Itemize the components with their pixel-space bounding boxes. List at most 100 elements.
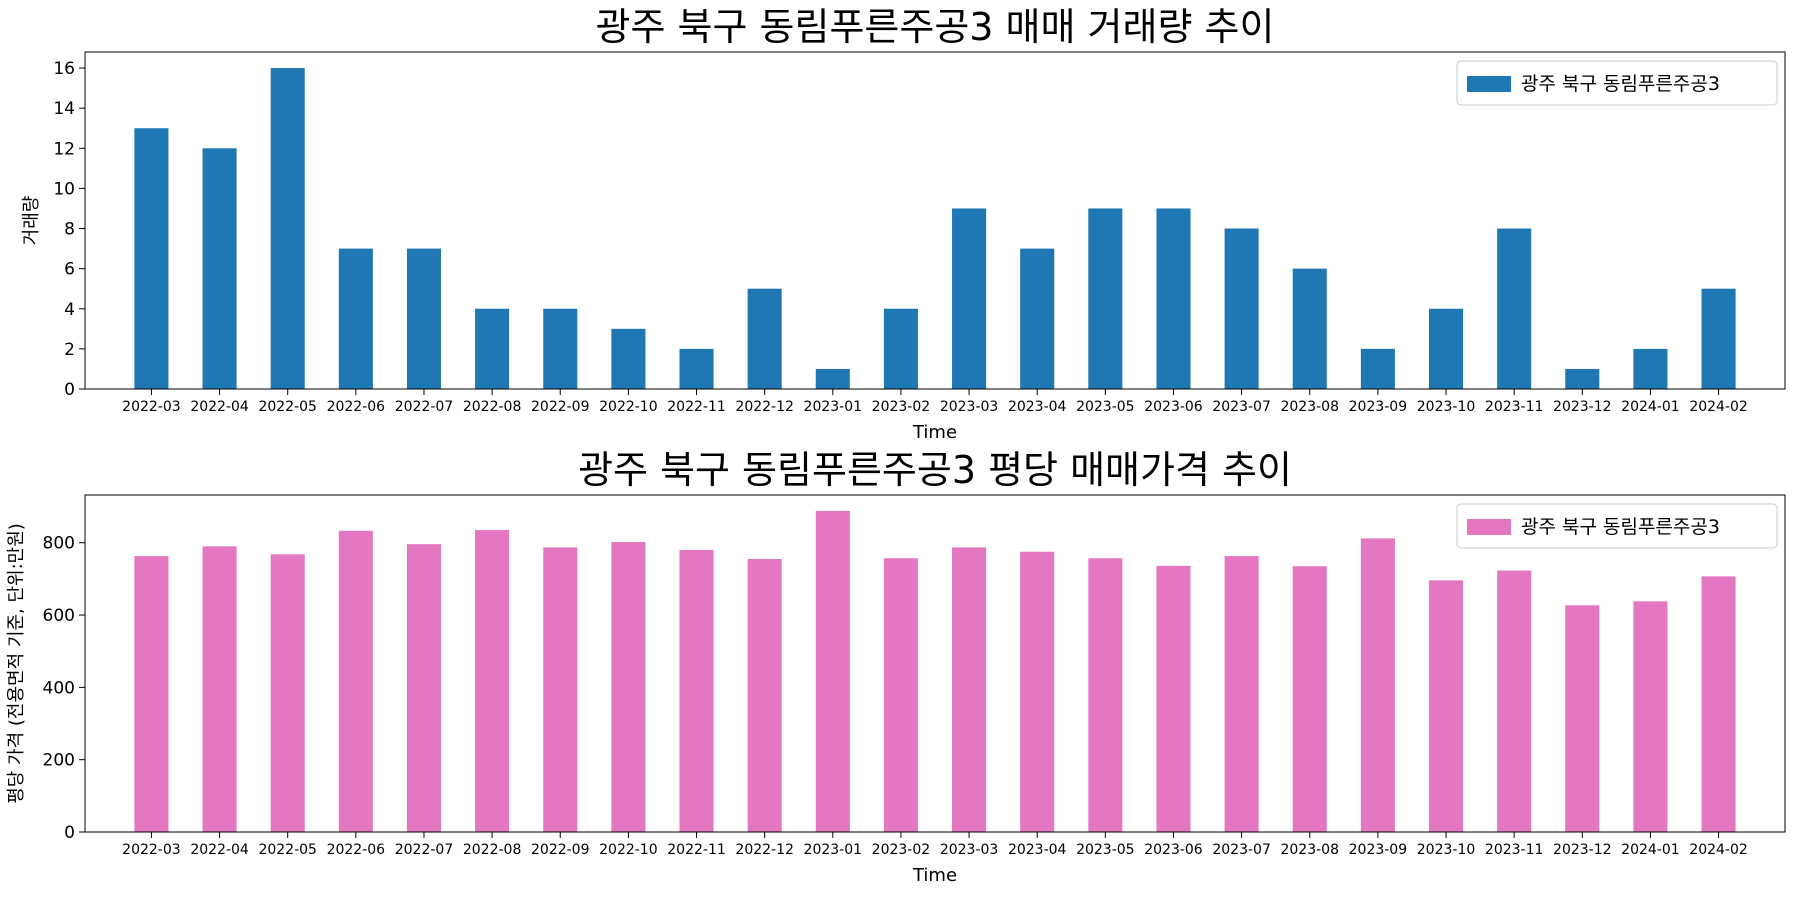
x-tick-label: 2022-11: [667, 842, 726, 858]
bar-2023-10: [1428, 308, 1464, 389]
bar-2022-03: [134, 556, 169, 832]
legend-box: [1456, 60, 1778, 106]
bar-2022-11: [679, 549, 714, 832]
plot-frame: [84, 494, 1786, 833]
y-tick-label: 6: [64, 260, 75, 280]
bar-2023-02: [883, 558, 918, 832]
x-tick-label: 2023-06: [1144, 842, 1203, 858]
chart-title: 광주 북구 동림푸른주공3 매매 거래량 추이: [596, 5, 1275, 49]
x-tick-label: 2023-06: [1144, 399, 1203, 415]
bar-2023-07: [1224, 556, 1259, 832]
x-tick-label: 2022-12: [735, 842, 794, 858]
y-tick-label: 200: [43, 751, 75, 771]
x-tick-label: 2023-09: [1349, 399, 1408, 415]
x-tick-label: 2024-01: [1621, 842, 1680, 858]
bar-2022-04: [202, 546, 237, 832]
bar-2023-03: [952, 208, 987, 389]
y-tick-label: 14: [53, 99, 75, 119]
legend-label: 광주 북구 동림푸른주공3: [1521, 73, 1720, 95]
x-tick-label: 2023-12: [1553, 842, 1612, 858]
x-tick-label: 2023-07: [1212, 842, 1271, 858]
legend: 광주 북구 동림푸른주공3: [1456, 60, 1778, 106]
x-tick-label: 2023-10: [1417, 399, 1476, 415]
chart-2: 광주 북구 동림푸른주공3 평당 매매가격 추이 0 200 400 600 800 202…: [6, 448, 1786, 886]
y-tick-label: 12: [53, 139, 75, 159]
x-tick-label: 2022-03: [122, 842, 181, 858]
bar-2022-03: [134, 128, 169, 389]
bar-2022-06: [338, 530, 373, 832]
x-tick-label: 2023-05: [1076, 842, 1135, 858]
x-tick-label: 2023-08: [1280, 842, 1339, 858]
bar-2023-12: [1565, 605, 1600, 832]
bar-2022-12: [747, 288, 782, 389]
bar-2022-11: [679, 348, 714, 389]
x-tick-label: 2023-11: [1485, 399, 1544, 415]
bar-2022-07: [406, 544, 442, 832]
plot-frame: [84, 51, 1786, 390]
x-tick-label: 2023-08: [1280, 399, 1339, 415]
bar-2023-01: [815, 510, 850, 832]
bar-2022-05: [270, 554, 305, 832]
x-tick-label: 2022-04: [190, 842, 249, 858]
bar-2024-01: [1633, 601, 1668, 832]
bar-2024-02: [1701, 288, 1736, 389]
x-tick-label: 2023-09: [1349, 842, 1408, 858]
bar-2022-08: [475, 530, 510, 832]
y-tick-label: 4: [64, 300, 75, 320]
x-tick-label: 2023-07: [1212, 399, 1271, 415]
x-tick-label: 2022-11: [667, 399, 726, 415]
bar-2023-04: [1020, 248, 1055, 389]
bar-2023-03: [952, 547, 987, 832]
x-tick-label: 2023-04: [1008, 399, 1067, 415]
y-axis-label: 평당 가격 (전용면적 기준, 단위:만원): [6, 523, 27, 804]
y-tick-label: 8: [64, 220, 75, 240]
bar-2023-01: [815, 368, 850, 389]
x-tick-label: 2023-10: [1417, 842, 1476, 858]
x-tick-label: 2022-07: [395, 842, 454, 858]
x-tick-label: 2022-04: [190, 399, 249, 415]
bar-2023-06: [1156, 565, 1191, 832]
x-tick-label: 2022-09: [531, 399, 590, 415]
x-tick-label: 2024-01: [1621, 399, 1680, 415]
chart-1: 광주 북구 동림푸른주공3 매매 거래량 추이 0 2 4 6 8 10 12 14 16 2022…: [21, 5, 1786, 443]
legend-label: 광주 북구 동림푸른주공3: [1521, 516, 1720, 538]
bar-2023-10: [1428, 580, 1464, 832]
x-tick-label: 2022-12: [735, 399, 794, 415]
x-tick-label: 2022-09: [531, 842, 590, 858]
x-tick-label: 2024-02: [1689, 842, 1748, 858]
y-tick-label: 0: [64, 380, 75, 400]
legend-swatch: [1467, 519, 1511, 535]
bar-2023-12: [1565, 368, 1600, 389]
x-tick-label: 2023-03: [940, 399, 999, 415]
bar-2022-10: [611, 328, 646, 389]
bar-2023-11: [1497, 570, 1532, 832]
bar-2023-05: [1088, 558, 1123, 832]
bar-2022-09: [543, 308, 578, 389]
x-tick-label: 2022-05: [258, 842, 317, 858]
y-tick-label: 16: [53, 59, 75, 79]
x-tick-label: 2022-06: [327, 399, 386, 415]
bar-2022-10: [611, 542, 646, 832]
bar-2023-05: [1088, 208, 1123, 389]
x-tick-label: 2023-04: [1008, 842, 1067, 858]
bar-2023-07: [1224, 228, 1259, 389]
y-tick-label: 10: [53, 179, 75, 199]
x-axis-label: Time: [912, 422, 957, 443]
bar-2023-08: [1292, 268, 1327, 389]
x-tick-label: 2022-10: [599, 399, 658, 415]
x-tick-label: 2022-08: [463, 399, 522, 415]
x-tick-label: 2023-01: [804, 399, 863, 415]
x-tick-label: 2023-01: [804, 842, 863, 858]
bar-2023-02: [883, 308, 918, 389]
bar-2023-04: [1020, 551, 1055, 832]
bar-2022-05: [270, 68, 305, 390]
bar-2023-09: [1360, 348, 1395, 389]
x-tick-label: 2023-03: [940, 842, 999, 858]
bar-2023-06: [1156, 208, 1191, 389]
legend: 광주 북구 동림푸른주공3: [1456, 503, 1778, 549]
x-tick-label: 2023-02: [872, 842, 931, 858]
legend-swatch: [1467, 76, 1511, 92]
x-tick-label: 2023-02: [872, 399, 931, 415]
bar-2024-02: [1701, 576, 1736, 832]
